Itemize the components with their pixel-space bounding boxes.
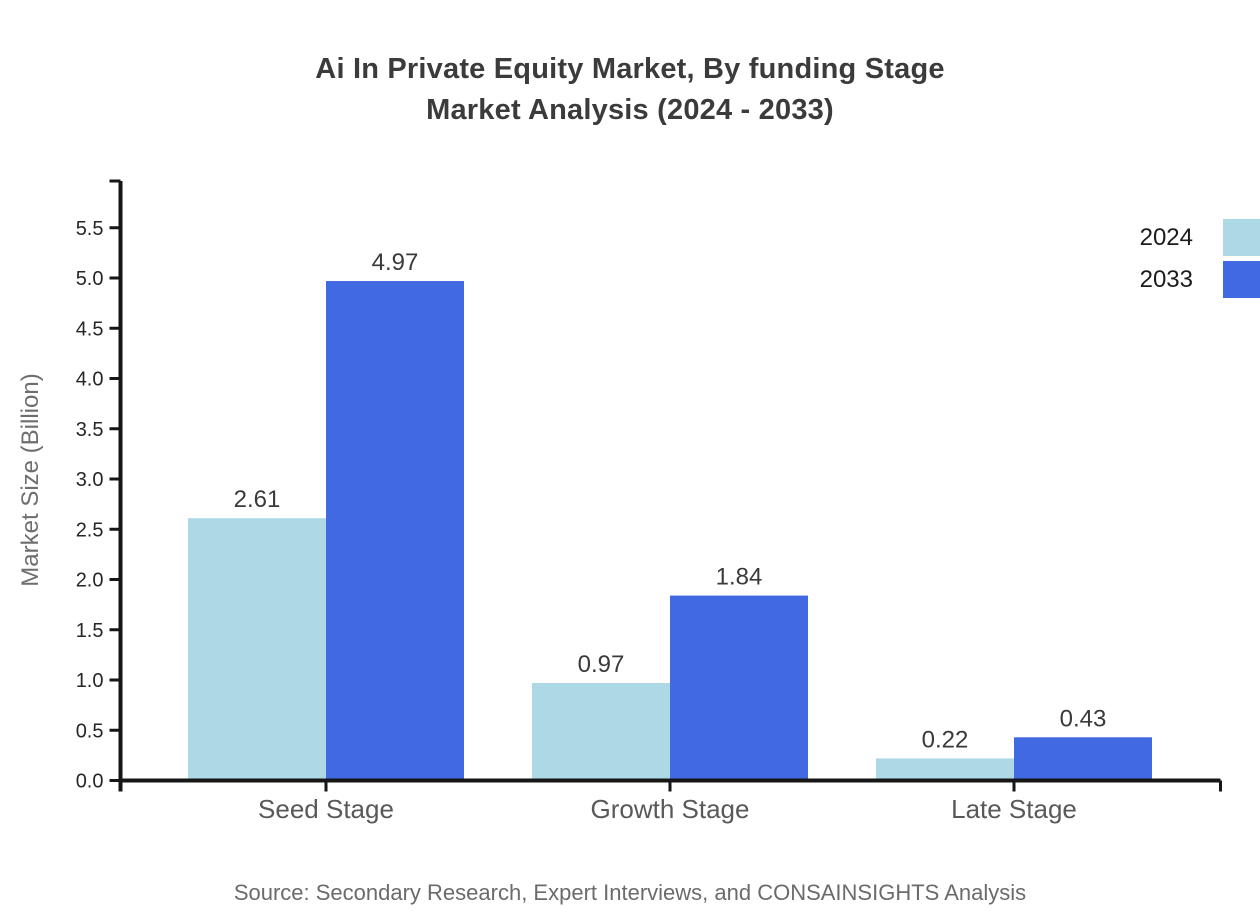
chart-title-line2: Market Analysis (2024 - 2033) — [426, 94, 834, 126]
y-axis-title: Market Size (Billion) — [17, 373, 44, 586]
legend-item-2024: 2024 — [1140, 219, 1260, 256]
bar-value-label: 0.43 — [1060, 705, 1107, 732]
legend-item-2033: 2033 — [1140, 261, 1260, 298]
bar-2033-late-stage — [1014, 737, 1152, 781]
bar-value-label: 2.61 — [234, 486, 281, 513]
y-tick-label: 2.0 — [76, 570, 104, 592]
bar-value-label: 0.22 — [922, 726, 969, 753]
source-note: Source: Secondary Research, Expert Inter… — [233, 880, 1027, 905]
bar-value-label: 4.97 — [372, 249, 419, 276]
bar-2024-growth-stage — [532, 683, 670, 781]
y-tick-label: 3.5 — [76, 419, 104, 441]
bar-2033-seed-stage — [326, 281, 464, 781]
y-tick-label: 4.5 — [76, 318, 104, 340]
legend-label-2033: 2033 — [1139, 265, 1193, 293]
x-category-label: Late Stage — [951, 794, 1077, 824]
legend-swatch-2033 — [1223, 261, 1260, 298]
x-category-label: Seed Stage — [258, 794, 394, 824]
legend-swatch-2024 — [1223, 219, 1260, 256]
bar-2033-growth-stage — [670, 595, 808, 781]
y-tick-label: 3.0 — [76, 469, 104, 491]
bar-value-label: 1.84 — [716, 564, 763, 591]
bar-2024-late-stage — [876, 758, 1014, 781]
chart-title: Ai In Private Equity Market, By funding … — [0, 49, 1260, 131]
y-tick-label: 4.0 — [76, 369, 104, 391]
y-tick-label: 2.5 — [76, 519, 104, 541]
y-tick-label: 0.5 — [76, 720, 104, 742]
y-tick-label: 5.0 — [76, 268, 104, 290]
y-tick-label: 1.5 — [76, 620, 104, 642]
y-tick-label: 0.0 — [76, 771, 104, 793]
legend-label-2024: 2024 — [1139, 223, 1193, 251]
chart-title-line1: Ai In Private Equity Market, By funding … — [315, 53, 945, 85]
y-tick-label: 5.5 — [76, 218, 104, 240]
x-category-label: Growth Stage — [591, 794, 750, 824]
bar-2024-seed-stage — [188, 518, 326, 781]
y-tick-label: 1.0 — [76, 670, 104, 692]
bar-value-label: 0.97 — [578, 651, 625, 678]
chart-legend: 2024 2033 — [1140, 219, 1260, 298]
